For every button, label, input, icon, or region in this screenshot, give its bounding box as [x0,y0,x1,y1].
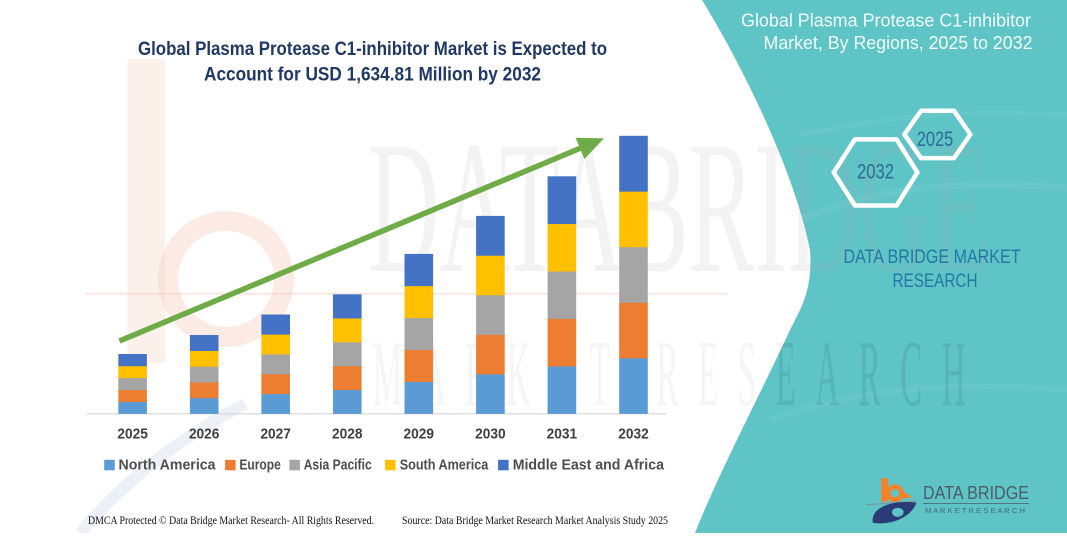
svg-text:Global Plasma Protease C1-inhi: Global Plasma Protease C1-inhibitor Mark… [138,39,607,60]
svg-text:DMCA Protected © Data Bridge M: DMCA Protected © Data Bridge Market Rese… [88,515,374,527]
svg-text:2032: 2032 [618,426,649,442]
svg-text:Europe: Europe [239,456,280,473]
svg-text:RESEARCH: RESEARCH [893,270,978,292]
svg-text:2031: 2031 [547,426,578,442]
svg-text:2030: 2030 [475,426,506,442]
svg-text:Source: Data Bridge Market Res: Source: Data Bridge Market Research Mark… [402,515,668,527]
svg-text:2025: 2025 [917,128,954,151]
svg-text:2027: 2027 [260,426,291,442]
svg-text:2028: 2028 [332,426,363,442]
svg-text:2029: 2029 [404,426,435,442]
svg-text:South America: South America [400,456,489,473]
svg-text:DATA BRIDGE MARKET: DATA BRIDGE MARKET [844,246,1021,268]
svg-text:Asia Pacific: Asia Pacific [304,456,372,473]
svg-text:Account for USD 1,634.81 Milli: Account for USD 1,634.81 Million by 2032 [204,65,541,86]
svg-text:2032: 2032 [857,161,894,184]
svg-text:North America: North America [119,456,217,473]
svg-text:DATA BRIDGE: DATA BRIDGE [923,482,1029,503]
svg-text:Market, By Regions, 2025 to 20: Market, By Regions, 2025 to 2032 [764,32,1033,53]
svg-text:M A R K E T R E S E A R C H: M A R K E T R E S E A R C H [925,508,1025,515]
svg-text:2025: 2025 [117,426,148,442]
svg-text:Global Plasma Protease C1-inhi: Global Plasma Protease C1-inhibitor [741,10,1031,31]
svg-text:MARKET RESEARCH: MARKET RESEARCH [373,322,985,426]
svg-text:2026: 2026 [189,426,220,442]
svg-text:Middle East and Africa: Middle East and Africa [513,456,665,473]
